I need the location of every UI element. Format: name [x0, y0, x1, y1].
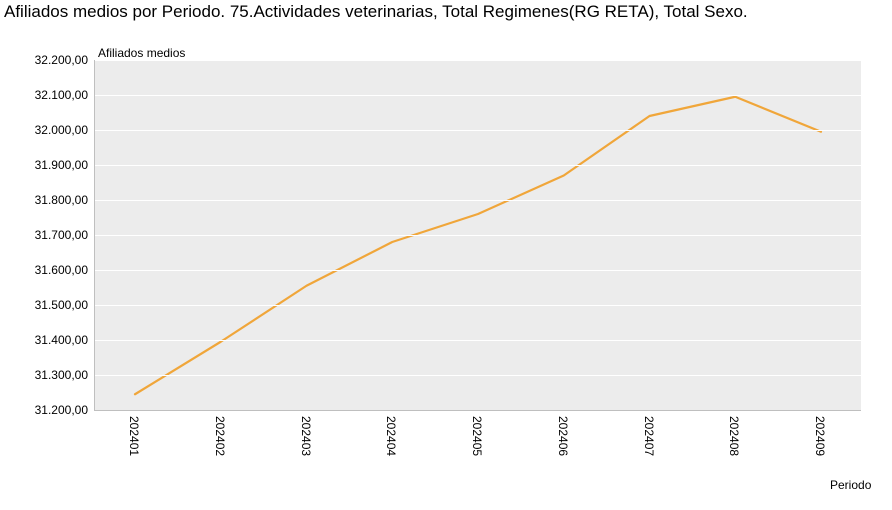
y-tick-label: 31.600,00 — [8, 263, 88, 277]
x-tick-label: 202404 — [384, 416, 398, 456]
x-tick-label: 202403 — [299, 416, 313, 456]
x-tick-label: 202402 — [213, 416, 227, 456]
gridline — [95, 95, 861, 96]
y-tick-label: 32.200,00 — [8, 53, 88, 67]
y-tick-label: 31.200,00 — [8, 403, 88, 417]
x-axis-title: Periodo — [830, 478, 871, 492]
y-axis-title: Afiliados medios — [98, 46, 185, 60]
gridline — [95, 375, 861, 376]
data-line — [135, 97, 821, 395]
y-tick-label: 31.300,00 — [8, 368, 88, 382]
x-tick-label: 202401 — [127, 416, 141, 456]
x-tick-label: 202408 — [727, 416, 741, 456]
x-tick-label: 202409 — [813, 416, 827, 456]
gridline — [95, 305, 861, 306]
x-tick-label: 202406 — [556, 416, 570, 456]
y-tick-label: 31.800,00 — [8, 193, 88, 207]
y-tick-label: 31.900,00 — [8, 158, 88, 172]
gridline — [95, 60, 861, 61]
gridline — [95, 340, 861, 341]
y-tick-label: 31.500,00 — [8, 298, 88, 312]
gridline — [95, 165, 861, 166]
chart-title: Afiliados medios por Periodo. 75.Activid… — [4, 2, 888, 22]
gridline — [95, 235, 861, 236]
y-tick-label: 31.700,00 — [8, 228, 88, 242]
gridline — [95, 270, 861, 271]
y-tick-label: 32.000,00 — [8, 123, 88, 137]
y-tick-label: 31.400,00 — [8, 333, 88, 347]
plot-area — [94, 60, 861, 411]
gridline — [95, 130, 861, 131]
x-tick-label: 202405 — [470, 416, 484, 456]
gridline — [95, 200, 861, 201]
y-tick-label: 32.100,00 — [8, 88, 88, 102]
x-tick-label: 202407 — [642, 416, 656, 456]
